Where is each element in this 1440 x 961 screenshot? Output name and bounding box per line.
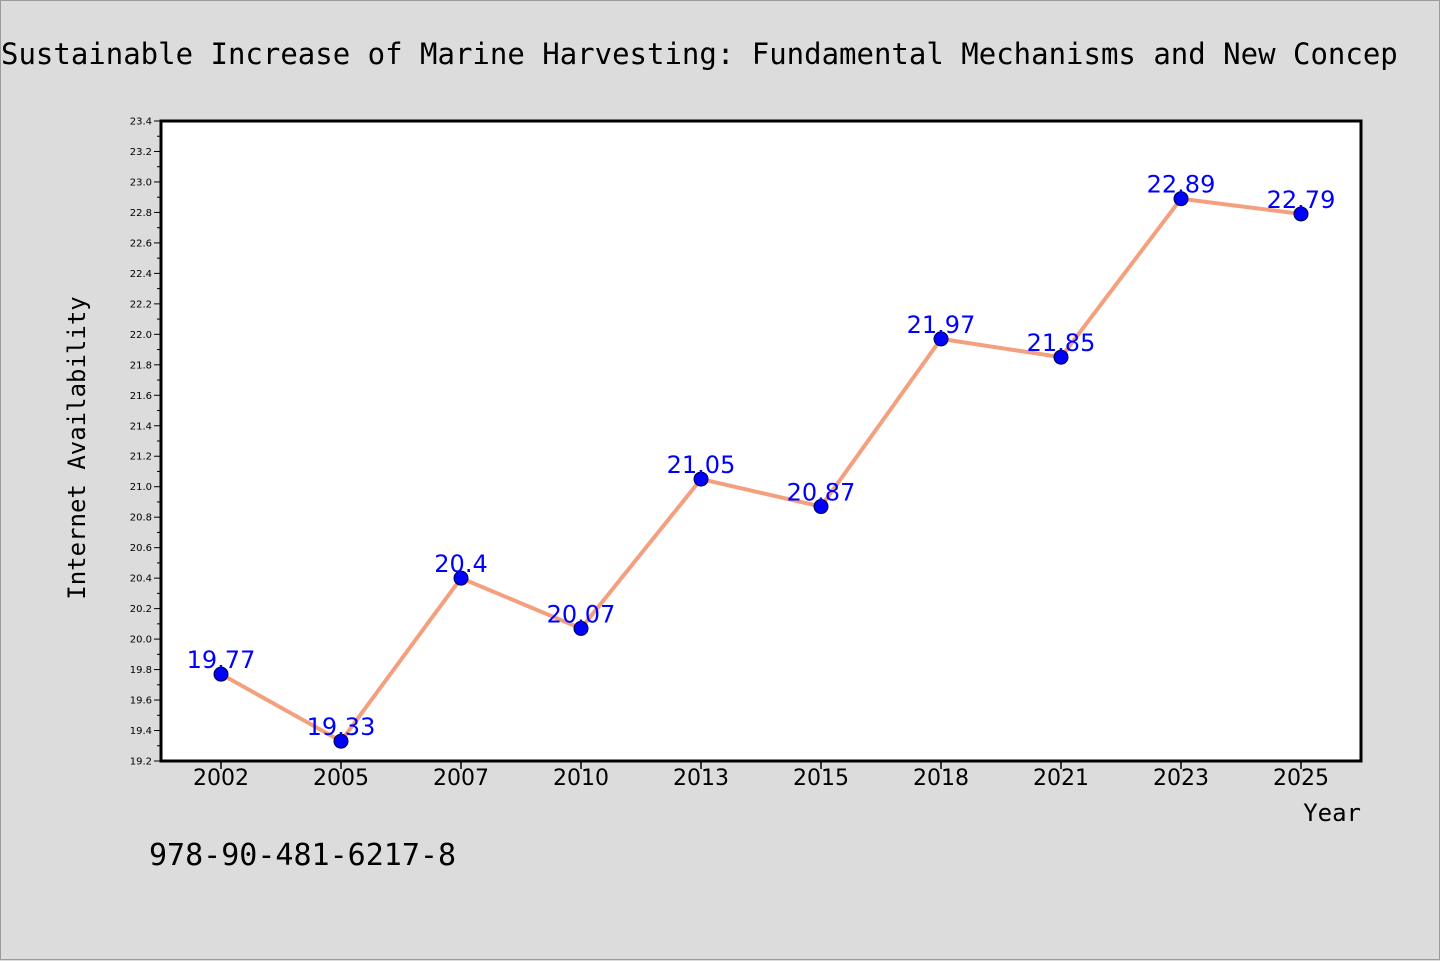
y-axis-ticks: 19.2 19.4 19.6 19.8 20.0 20.2 20.4 20.6 20.8 21.0… — [130, 117, 161, 768]
y-tick-label: 21.2 — [130, 452, 152, 463]
y-tick-label: 22.4 — [130, 269, 152, 280]
y-tick-label: 21.6 — [130, 391, 152, 402]
x-axis-ticks: 2002 2005 2007 2010 2013 2015 2018 2021 2023 2025 — [193, 761, 1329, 791]
series-line — [220, 196, 1302, 744]
data-label: 21.05 — [667, 451, 736, 479]
y-tick-label: 22.8 — [130, 208, 152, 219]
y-tick-label: 20.4 — [130, 574, 152, 585]
plot-area — [161, 121, 1361, 761]
y-tick-label: 23.0 — [130, 177, 152, 188]
data-labels-group: 19.77 19.33 20.4 20.07 21.05 20.87 21.97 21.85 2… — [187, 171, 1336, 741]
data-label: 20.4 — [434, 550, 487, 578]
x-tick-label: 2018 — [913, 766, 969, 791]
x-tick-label: 2023 — [1153, 766, 1209, 791]
x-tick-label: 2010 — [553, 766, 609, 791]
data-label: 22.89 — [1147, 171, 1216, 199]
data-point — [933, 331, 949, 347]
data-point — [693, 471, 709, 487]
data-label: 20.87 — [787, 479, 856, 507]
x-tick-label: 2007 — [433, 766, 489, 791]
y-tick-label: 19.4 — [130, 726, 152, 737]
data-point — [573, 620, 589, 636]
chart-title: Sustainable Increase of Marine Harvestin… — [1, 37, 1398, 71]
data-label: 22.79 — [1267, 186, 1336, 214]
y-tick-label: 22.2 — [130, 299, 152, 310]
x-tick-label: 2021 — [1033, 766, 1089, 791]
y-tick-label: 19.6 — [130, 696, 152, 707]
y-tick-label: 20.0 — [130, 635, 152, 646]
y-axis-title: Internet Availability — [63, 296, 91, 599]
y-tick-label: 19.2 — [130, 757, 152, 768]
data-label: 21.97 — [907, 311, 976, 339]
y-tick-label: 21.8 — [130, 360, 152, 371]
data-point — [1053, 349, 1069, 365]
data-point — [333, 733, 349, 749]
x-tick-label: 2025 — [1273, 766, 1329, 791]
data-point — [1173, 191, 1189, 207]
x-tick-label: 2005 — [313, 766, 369, 791]
data-label: 21.85 — [1027, 329, 1096, 357]
data-point — [1293, 206, 1309, 222]
y-tick-label: 23.4 — [130, 117, 152, 128]
series-line-group — [213, 191, 1309, 749]
y-tick-label: 21.4 — [130, 421, 152, 432]
y-tick-label: 19.8 — [130, 665, 152, 676]
data-label: 20.07 — [547, 600, 616, 628]
data-point — [453, 570, 469, 586]
x-axis-title: Year — [1303, 799, 1361, 827]
data-label: 19.33 — [307, 713, 376, 741]
data-label: 19.77 — [187, 646, 256, 674]
y-tick-label: 20.2 — [130, 604, 152, 615]
data-point — [213, 666, 229, 682]
plot-frame — [159, 119, 1363, 763]
y-tick-label: 22.0 — [130, 330, 152, 341]
y-tick-label: 20.6 — [130, 543, 152, 554]
x-tick-label: 2002 — [193, 766, 249, 791]
y-tick-label: 22.6 — [130, 238, 152, 249]
y-tick-label: 23.2 — [130, 147, 152, 158]
isbn-text: 978-90-481-6217-8 — [149, 838, 456, 873]
y-tick-label: 21.0 — [130, 482, 152, 493]
x-tick-label: 2015 — [793, 766, 849, 791]
y-tick-label: 20.8 — [130, 513, 152, 524]
data-point — [813, 499, 829, 515]
x-tick-label: 2013 — [673, 766, 729, 791]
